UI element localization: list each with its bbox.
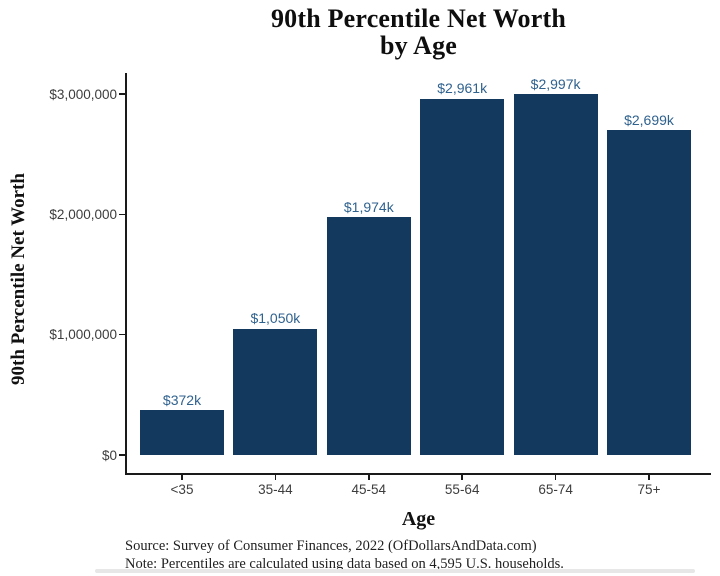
y-axis-tick-label: $1,000,000 bbox=[49, 327, 117, 343]
y-axis-tick-label: $3,000,000 bbox=[49, 86, 117, 102]
chart-title-line2: by Age bbox=[379, 31, 458, 60]
x-axis-tick bbox=[181, 474, 183, 480]
caption-source: Source: Survey of Consumer Finances, 202… bbox=[125, 538, 537, 554]
bottom-divider bbox=[95, 569, 695, 573]
bar bbox=[233, 328, 318, 455]
x-axis-line bbox=[125, 472, 711, 475]
bar-value-label: $2,997k bbox=[530, 75, 581, 92]
bar bbox=[513, 94, 598, 455]
x-axis-tick bbox=[274, 474, 277, 480]
x-axis-tick bbox=[648, 474, 650, 480]
x-axis-tick-label: 55-64 bbox=[444, 481, 480, 497]
bar-value-label: $2,699k bbox=[624, 111, 674, 128]
chart-title: 90th Percentile Net Worth by Age bbox=[126, 5, 711, 59]
y-axis-tick bbox=[119, 333, 125, 336]
x-axis-tick-label: 45-54 bbox=[351, 481, 387, 497]
bar bbox=[607, 130, 691, 455]
bar-value-label: $2,961k bbox=[437, 80, 488, 97]
y-axis-tick bbox=[119, 454, 125, 456]
x-axis-tick bbox=[554, 474, 557, 480]
y-axis-tick bbox=[119, 213, 125, 216]
x-axis-tick-label: 65-74 bbox=[538, 481, 573, 497]
x-axis-tick-label: 35-44 bbox=[258, 481, 293, 497]
y-axis-tick-label: $0 bbox=[101, 447, 117, 463]
y-axis-tick-label: $2,000,000 bbox=[49, 206, 117, 222]
bar bbox=[140, 410, 224, 455]
x-axis-tick bbox=[461, 474, 463, 480]
y-axis-tick bbox=[119, 93, 125, 95]
x-axis-tick bbox=[368, 474, 370, 480]
bar-value-label: $1,050k bbox=[250, 310, 301, 327]
bar-value-label: $372k bbox=[162, 391, 202, 408]
caption-note: Note: Percentiles are calculated using d… bbox=[125, 555, 564, 572]
y-axis-line bbox=[125, 73, 127, 474]
chart-title-line1: 90th Percentile Net Worth bbox=[270, 4, 567, 33]
y-axis-title: 90th Percentile Net Worth bbox=[8, 173, 29, 385]
caption: Source: Survey of Consumer Finances, 202… bbox=[125, 538, 705, 573]
x-axis-tick-label: 75+ bbox=[637, 481, 661, 497]
bar bbox=[326, 217, 411, 455]
x-axis-tick-label: <35 bbox=[170, 481, 194, 497]
x-axis-title: Age bbox=[401, 508, 436, 530]
bar bbox=[420, 98, 505, 455]
bar-value-label: $1,974k bbox=[343, 198, 394, 215]
